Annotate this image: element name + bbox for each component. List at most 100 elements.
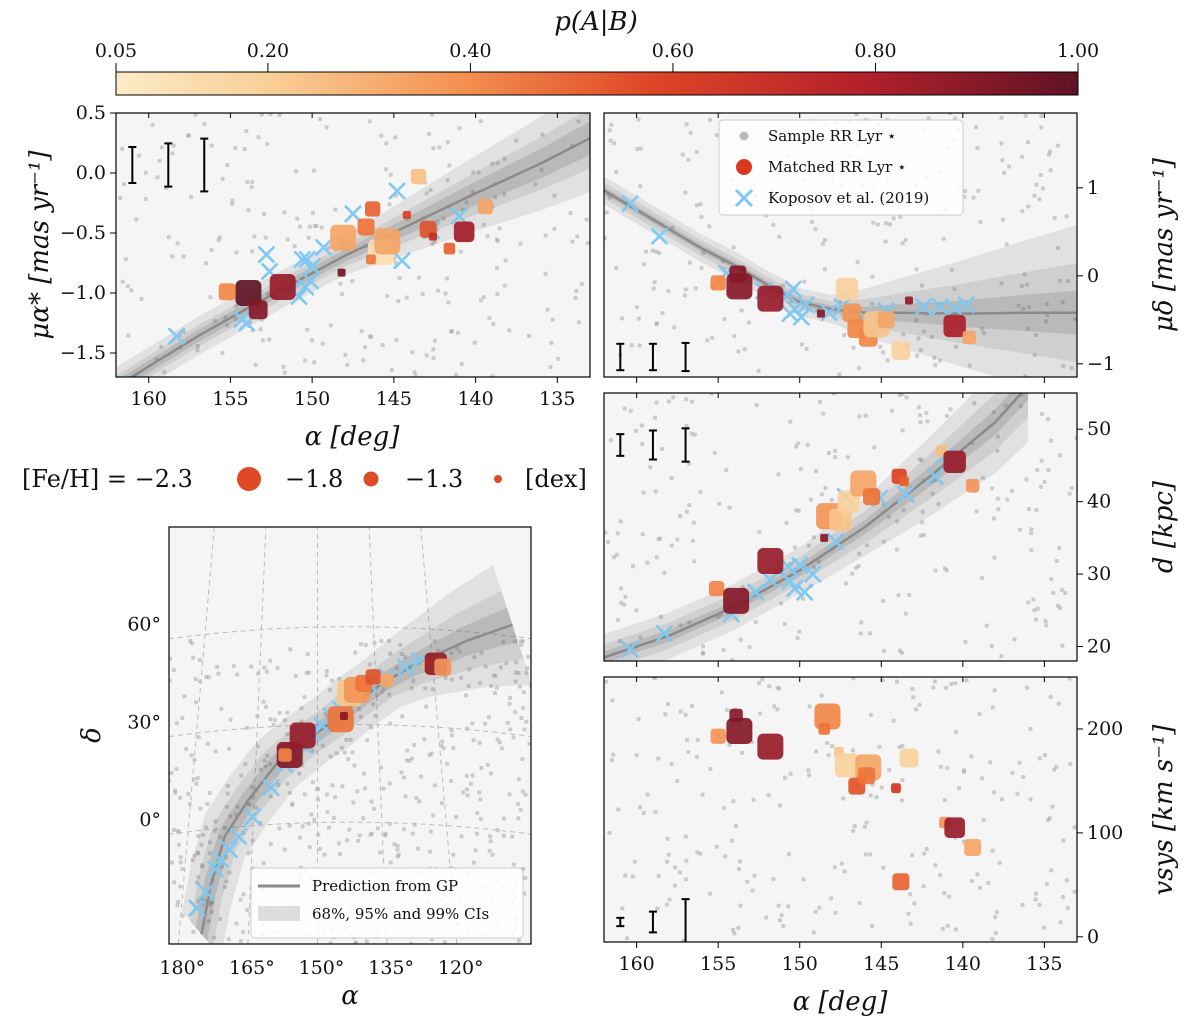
sample-star: [488, 834, 493, 839]
sample-star: [241, 892, 246, 897]
koposov-star: [914, 297, 933, 316]
sample-star: [246, 802, 251, 807]
sample-star: [754, 403, 759, 408]
sample-star: [247, 801, 252, 806]
sample-star: [378, 850, 383, 855]
sky-ra-tick-label: 135°: [368, 957, 414, 979]
colorbar-title: p(A|B): [554, 7, 638, 37]
sample-star: [268, 794, 273, 799]
sample-star: [228, 814, 233, 819]
sample-star: [641, 490, 646, 495]
sample-star: [806, 768, 811, 773]
koposov-star: [197, 882, 216, 901]
sample-star: [665, 836, 670, 841]
koposov-star: [790, 556, 809, 575]
sample-star: [885, 358, 890, 363]
y-tick-label: 0.0: [76, 162, 106, 184]
feh-legend-label: [Fe/H] = −2.3: [22, 465, 193, 493]
sample-star: [245, 179, 250, 184]
sample-star: [1037, 756, 1042, 761]
sample-star: [213, 828, 218, 833]
sample-star: [648, 465, 653, 470]
sample-star: [1031, 597, 1036, 602]
sample-star: [355, 789, 360, 794]
sample-star: [207, 851, 212, 856]
sample-star: [476, 170, 481, 175]
sample-star: [1069, 485, 1074, 490]
gp-confidence-band: [195, 607, 519, 941]
x-tick-label: 150: [782, 953, 818, 975]
sample-star: [368, 832, 373, 837]
sample-star: [150, 122, 155, 127]
sample-star: [310, 338, 315, 343]
sample-star: [277, 710, 282, 715]
sample-star: [346, 757, 351, 762]
sample-star: [263, 764, 268, 769]
koposov-star: [301, 272, 320, 290]
sample-star: [784, 520, 789, 525]
sample-star: [192, 853, 197, 858]
sample-star: [607, 830, 612, 835]
legend-koposov-marker: [734, 188, 754, 208]
sample-star: [813, 227, 818, 232]
matched-star: [892, 873, 910, 891]
sample-star: [210, 900, 215, 905]
sample-star: [394, 666, 399, 671]
sample-star: [316, 832, 321, 837]
sample-star: [1025, 326, 1030, 331]
sample-star: [195, 850, 200, 855]
sample-star: [1020, 902, 1025, 907]
sample-star: [694, 203, 699, 208]
sample-star: [1056, 701, 1061, 706]
sample-star: [664, 902, 669, 907]
sample-star: [779, 913, 784, 918]
sample-star: [172, 880, 177, 885]
sample-star: [276, 782, 281, 787]
sample-star: [449, 728, 454, 733]
sample-star: [630, 874, 635, 879]
sample-star: [340, 292, 345, 297]
axes-frame: [603, 112, 1078, 378]
sample-star: [497, 740, 502, 745]
sample-star: [634, 428, 639, 433]
sample-star: [495, 291, 500, 296]
sample-star: [999, 797, 1004, 802]
legend-gp-box: [250, 867, 524, 939]
sample-star: [1055, 143, 1060, 148]
sample-star: [949, 681, 954, 686]
sample-star: [195, 776, 200, 781]
axes-frame: [603, 392, 1078, 662]
sample-star: [942, 566, 947, 571]
sample-star: [310, 210, 315, 215]
sample-star: [466, 683, 471, 688]
sample-star: [1058, 278, 1063, 283]
sample-star: [324, 669, 329, 674]
sample-star: [502, 156, 507, 161]
sample-star: [732, 931, 737, 936]
sample-star: [379, 690, 384, 695]
sample-star: [822, 237, 827, 242]
sample-star: [903, 237, 908, 242]
matched-star: [905, 296, 914, 305]
sample-star: [437, 145, 442, 150]
sample-star: [630, 564, 635, 569]
sample-star: [964, 678, 969, 683]
sample-star: [723, 854, 728, 859]
sample-star: [1043, 618, 1048, 623]
sample-star: [746, 320, 751, 325]
sample-star: [1044, 623, 1049, 628]
koposov-star: [314, 238, 333, 257]
sample-star: [417, 799, 422, 804]
sample-star: [287, 790, 292, 795]
sample-star: [290, 802, 295, 807]
sample-star: [897, 648, 902, 653]
sample-star: [666, 702, 671, 707]
sample-star: [623, 873, 628, 878]
sample-star: [1072, 825, 1077, 830]
sample-star: [518, 807, 523, 812]
sample-star: [736, 925, 741, 930]
x-tick-label: 150: [294, 388, 330, 410]
sample-star: [212, 935, 217, 940]
sample-star: [760, 677, 765, 682]
sample-star: [431, 347, 436, 352]
